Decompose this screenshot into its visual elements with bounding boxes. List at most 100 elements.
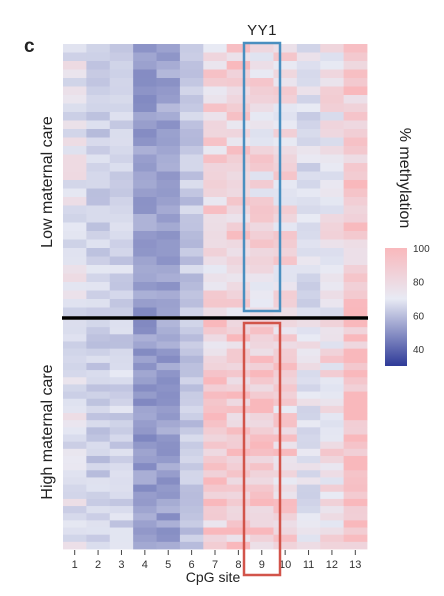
heatmap-cell [179,513,204,521]
heatmap-cell [296,455,321,464]
heatmap-cell [109,441,134,450]
heatmap-cell [203,52,228,62]
colorbar-tick-label: 80 [413,278,425,289]
heatmap-cell [156,477,181,485]
heatmap-cell [296,299,321,308]
heatmap-cell [226,498,251,507]
heatmap-cell [273,448,298,457]
heatmap-cell [156,129,181,138]
heatmap-cell [343,534,368,543]
heatmap-cell [273,290,298,300]
heatmap-cell [86,405,111,414]
heatmap-cell [179,86,204,96]
heatmap-cell [133,513,157,521]
heatmap-cell [250,534,274,543]
heatmap-cell [343,327,368,335]
heatmap-cell [86,171,111,181]
heatmap-cell [133,103,157,113]
heatmap-cell [63,520,87,528]
heatmap-cell [109,103,134,113]
heatmap-cell [250,248,274,257]
heatmap-cell [86,180,111,189]
heatmap-cell [109,520,134,528]
heatmap-cell [343,69,368,79]
heatmap-cell [343,413,368,421]
heatmap-cell [109,405,134,414]
heatmap-cell [179,484,204,493]
heatmap-cell [109,491,134,500]
heatmap-cell [133,188,157,198]
heatmap-cell [86,205,111,215]
heatmap-cell [226,377,251,385]
heatmap-cell [226,491,251,500]
colorbar-tick-label: 100 [413,244,430,255]
heatmap-cell [179,470,204,478]
heatmap-cell [250,384,274,392]
heatmap-cell [203,163,228,172]
heatmap-cell [63,52,87,62]
heatmap-cell [156,78,181,87]
heatmap-cell [273,377,298,385]
heatmap-cell [133,506,157,514]
heatmap-cell [179,188,204,198]
heatmap-cell [63,534,87,543]
heatmap-cell [203,44,228,53]
heatmap-cell [250,222,274,232]
heatmap-cell [343,52,368,62]
heatmap-cell [156,273,181,283]
heatmap-cell [179,95,204,104]
heatmap-cell [273,205,298,215]
heatmap-cell [296,391,321,400]
panel-letter: c [24,36,35,57]
heatmap-cell [296,491,321,500]
heatmap-cell [343,205,368,215]
heatmap-cell [296,377,321,385]
heatmap-cell [63,188,87,198]
heatmap-cell [250,377,274,385]
heatmap-cell [343,484,368,493]
heatmap-cell [133,377,157,385]
heatmap-cell [109,341,134,350]
heatmap-cell [133,44,157,53]
heatmap-cell [179,248,204,257]
heatmap-cell [179,541,204,550]
heatmap-cell [156,334,181,342]
heatmap-cell [296,163,321,172]
heatmap-cell [296,434,321,443]
heatmap-cell [156,527,181,536]
heatmap-cell [133,477,157,485]
heatmap-cell [296,420,321,428]
heatmap-cell [250,398,274,407]
heatmap-cell [296,413,321,421]
heatmap-cell [109,214,134,223]
heatmap-cell [226,463,251,471]
heatmap-cell [320,273,345,283]
yy1-label: YY1 [247,22,277,39]
heatmap-cell [273,348,298,357]
heatmap-cell [250,362,274,371]
heatmap-cell [63,78,87,87]
heatmap-cell [86,69,111,79]
heatmap-cell [273,282,298,291]
heatmap-cell [226,362,251,371]
heatmap-cell [296,362,321,371]
heatmap-cell [320,334,345,342]
heatmap-cell [63,455,87,464]
heatmap-cell [156,239,181,249]
heatmap-cell [250,61,274,70]
heatmap-cell [273,103,298,113]
heatmap-cell [273,441,298,450]
heatmap-cell [250,180,274,189]
heatmap-cell [179,180,204,189]
heatmap-cell [226,265,251,274]
heatmap-cell [226,534,251,543]
heatmap-cell [250,506,274,514]
heatmap-cell [179,61,204,70]
heatmap-cell [320,470,345,478]
heatmap-cell [320,427,345,435]
heatmap-cell [63,154,87,164]
heatmap-cell [63,506,87,514]
heatmap-cell [273,362,298,371]
heatmap-cell [63,214,87,223]
